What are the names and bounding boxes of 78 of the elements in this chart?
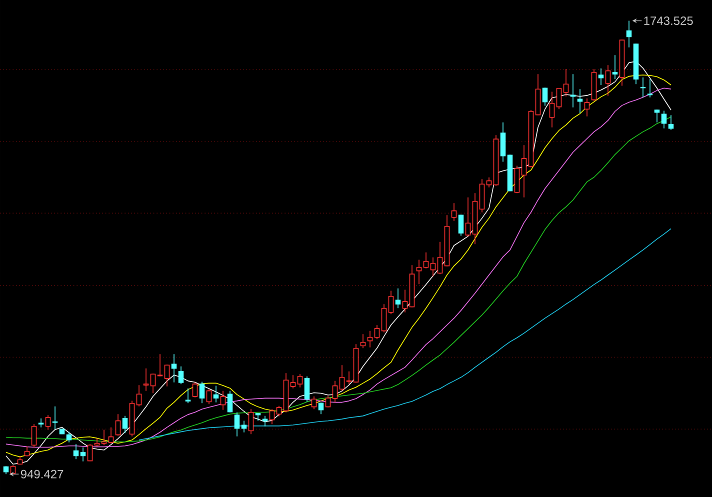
candlestick (199, 381, 205, 404)
candlestick (465, 197, 471, 237)
candlestick (87, 444, 93, 462)
candlestick (213, 385, 219, 403)
candlestick (234, 412, 240, 437)
candlestick (346, 371, 352, 384)
candlestick (668, 114, 674, 130)
candlestick (402, 289, 408, 313)
candlestick (647, 78, 653, 98)
candlestick (269, 408, 275, 424)
candlestick (332, 380, 338, 403)
candlestick (395, 288, 401, 308)
candlestick (570, 74, 576, 108)
candlestick (115, 414, 121, 436)
candlestick (388, 290, 394, 314)
candlestick (584, 98, 590, 117)
candlestick (157, 354, 163, 377)
candlestick (248, 408, 254, 434)
candlestick (654, 109, 660, 123)
candlestick (521, 144, 527, 198)
candlestick (122, 415, 128, 434)
candlestick (150, 373, 156, 394)
candlestick (437, 241, 443, 274)
candlestick (556, 88, 562, 110)
annotation: 949.427 (20, 470, 64, 478)
candlestick (276, 405, 282, 417)
candlestick (500, 122, 506, 162)
candlestick (24, 446, 30, 457)
candlestick (178, 366, 184, 384)
candlestick (381, 304, 387, 333)
candlestick (171, 354, 177, 383)
candlestick (241, 420, 247, 433)
candlestick (136, 384, 142, 407)
candlestick (220, 390, 226, 410)
candlestick (605, 64, 611, 96)
candlestick (66, 431, 72, 443)
annotation: 1743.525 (644, 16, 693, 26)
candlestick (318, 402, 324, 415)
candlestick (549, 91, 555, 128)
candlestick (143, 368, 149, 392)
candlestick (311, 396, 317, 410)
candlestick (164, 364, 170, 387)
candlestick (577, 88, 583, 114)
candlestick (38, 418, 44, 428)
candlestick (542, 87, 548, 106)
candlestick (31, 424, 37, 448)
candlestick (563, 68, 569, 97)
candlestick (430, 257, 436, 277)
candlestick (458, 214, 464, 236)
candlestick (451, 202, 457, 222)
candlestick (339, 364, 345, 392)
candlestick (423, 252, 429, 269)
candlestick (626, 20, 632, 48)
candlestick (598, 68, 604, 86)
candlestick (52, 406, 58, 430)
candlestick (185, 388, 191, 404)
candlestick (325, 395, 331, 408)
candlestick (367, 330, 373, 348)
candlestick (661, 110, 667, 129)
candlestick (206, 388, 212, 405)
candlestick (304, 376, 310, 402)
candlestick (101, 429, 107, 446)
candlestick (227, 390, 233, 413)
candlestick (514, 165, 520, 194)
candlestick (192, 382, 198, 398)
candlestick (416, 259, 422, 285)
candlestick (255, 412, 261, 422)
candlestick (360, 334, 366, 349)
candlestick (486, 176, 492, 188)
candlestick (297, 374, 303, 388)
candlestick (45, 414, 51, 430)
candlestick (612, 54, 618, 80)
candlestick (374, 324, 380, 340)
candlestick (290, 374, 296, 389)
candlestick (73, 444, 79, 460)
candlestick (80, 446, 86, 462)
candlestick (262, 415, 268, 427)
candlestick (108, 427, 114, 444)
